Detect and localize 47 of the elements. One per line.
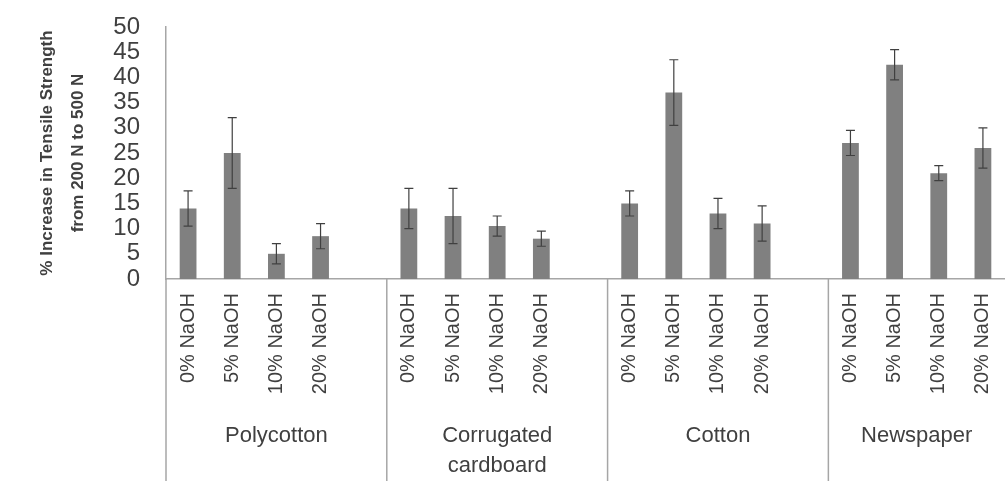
y-tick-label: 25 bbox=[113, 137, 140, 165]
y-tick-label: 35 bbox=[113, 87, 140, 115]
y-tick-label: 30 bbox=[113, 112, 140, 140]
bar bbox=[709, 213, 727, 279]
x-tick-label: 20% NaOH bbox=[749, 293, 772, 395]
bar bbox=[312, 236, 329, 279]
bar bbox=[400, 208, 418, 279]
x-tick-label: 10% NaOH bbox=[705, 293, 728, 395]
x-tick-label: 20% NaOH bbox=[970, 293, 993, 395]
x-tick-label: 0% NaOH bbox=[617, 293, 640, 384]
x-tick-label: 10% NaOH bbox=[263, 293, 286, 395]
bar bbox=[974, 147, 992, 279]
y-tick-label: 40 bbox=[113, 62, 140, 90]
x-tick-label: 0% NaOH bbox=[837, 293, 860, 384]
y-tick-label: 15 bbox=[113, 188, 140, 216]
x-tick-label: 5% NaOH bbox=[882, 293, 905, 384]
bar bbox=[753, 223, 771, 279]
bar bbox=[223, 153, 241, 279]
x-tick-label: 20% NaOH bbox=[308, 293, 331, 395]
x-tick-label: 0% NaOH bbox=[175, 293, 198, 384]
x-tick-label: 5% NaOH bbox=[440, 293, 463, 384]
text: Newspaper bbox=[861, 422, 973, 448]
y-axis-title: % Increase in Tensile Strength from 200 N to 500 N bbox=[36, 30, 87, 276]
bar bbox=[488, 226, 506, 279]
text: Polycotton bbox=[225, 422, 328, 448]
y-tick-label: 50 bbox=[113, 11, 140, 39]
y-tick-label: 10 bbox=[113, 213, 140, 241]
bar bbox=[665, 92, 683, 279]
bar bbox=[621, 203, 639, 279]
x-tick-label: 0% NaOH bbox=[396, 293, 419, 384]
bar bbox=[179, 208, 197, 279]
x-tick-label: 20% NaOH bbox=[528, 293, 551, 395]
text: Corrugated cardboard bbox=[442, 422, 553, 478]
y-tick-label: 5 bbox=[126, 238, 140, 266]
bar bbox=[532, 238, 550, 279]
bar bbox=[842, 142, 859, 279]
y-tick-label: 45 bbox=[113, 36, 140, 64]
x-tick-label: 10% NaOH bbox=[484, 293, 507, 395]
x-tick-label: 5% NaOH bbox=[219, 293, 242, 384]
x-tick-label: 5% NaOH bbox=[661, 293, 684, 384]
text: Cotton bbox=[685, 422, 751, 448]
bar bbox=[930, 173, 948, 279]
y-tick-label: 0 bbox=[126, 263, 140, 291]
y-tick-label: 20 bbox=[113, 162, 140, 190]
bar bbox=[268, 253, 285, 279]
x-tick-label: 10% NaOH bbox=[926, 293, 949, 395]
bar bbox=[886, 64, 903, 279]
